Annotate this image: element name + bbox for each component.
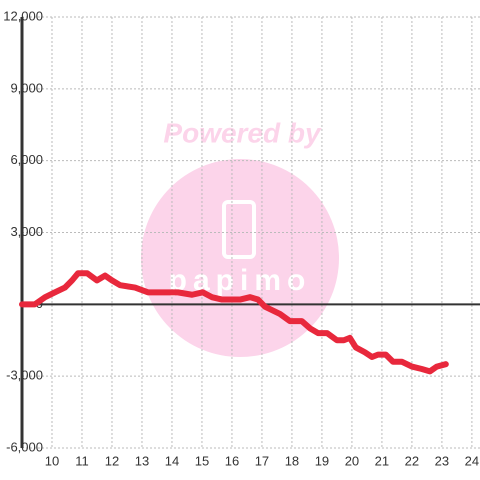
- x-tick-label: 23: [435, 453, 449, 468]
- y-tick-label: 9,000: [10, 80, 43, 95]
- x-tick-label: 12: [105, 453, 119, 468]
- x-tick-label: 21: [375, 453, 389, 468]
- x-tick-label: 20: [345, 453, 359, 468]
- y-tick-label: 3,000: [10, 224, 43, 239]
- x-tick-label: 19: [315, 453, 329, 468]
- watermark-text: Powered by: [163, 117, 322, 148]
- x-tick-label: 13: [135, 453, 149, 468]
- x-tick-label: 18: [285, 453, 299, 468]
- x-tick-label: 16: [225, 453, 239, 468]
- y-tick-label: 6,000: [10, 152, 43, 167]
- x-tick-label: 10: [45, 453, 59, 468]
- x-tick-label: 11: [75, 453, 89, 468]
- y-tick-label: 12,000: [3, 8, 43, 23]
- x-tick-label: 15: [195, 453, 209, 468]
- x-tick-label: 22: [405, 453, 419, 468]
- y-tick-label: -3,000: [6, 368, 43, 383]
- y-tick-label: -6,000: [6, 439, 43, 454]
- logo-icon: [222, 200, 256, 259]
- logo-text: papimo: [169, 264, 312, 297]
- x-tick-label: 14: [165, 453, 179, 468]
- watermark: Powered by papimo: [141, 117, 339, 357]
- series-line: [19, 270, 449, 375]
- x-tick-label: 17: [255, 453, 269, 468]
- x-tick-label: 24: [465, 453, 479, 468]
